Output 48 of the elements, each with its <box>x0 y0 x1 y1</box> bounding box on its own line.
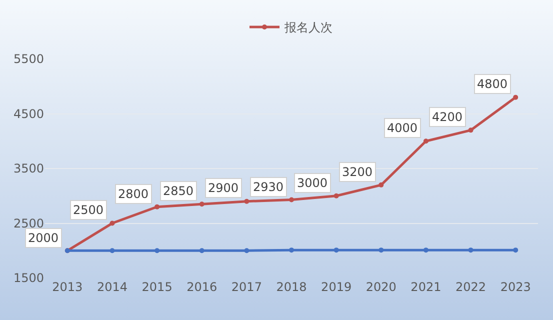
x-tick-label: 2016 <box>186 280 218 294</box>
point <box>154 248 160 254</box>
x-tick-label: 2018 <box>276 280 307 294</box>
legend-label: 报名人次 <box>284 20 332 35</box>
point <box>199 202 204 207</box>
point <box>244 198 250 204</box>
point <box>110 220 115 226</box>
data-label: 4800 <box>477 77 508 91</box>
x-tick-label: 2015 <box>142 280 172 294</box>
x-tick-label: 2013 <box>52 280 83 294</box>
data-label: 2930 <box>253 180 284 194</box>
data-label: 2000 <box>28 231 59 245</box>
y-tick-label: 3500 <box>13 162 44 176</box>
point <box>154 204 160 210</box>
point <box>244 248 250 254</box>
point <box>513 94 518 100</box>
point <box>289 197 294 202</box>
point <box>468 248 474 253</box>
point <box>468 128 474 133</box>
point <box>423 248 428 253</box>
point <box>199 248 204 254</box>
data-label: 3000 <box>297 176 328 190</box>
point <box>334 248 339 253</box>
x-tick-label: 2017 <box>231 280 262 294</box>
x-tick-label: 2021 <box>410 280 442 294</box>
data-label: 3200 <box>342 165 373 179</box>
y-tick-label: 2500 <box>13 216 44 230</box>
x-tick-label: 2014 <box>96 280 128 294</box>
x-tick-label: 2023 <box>500 280 531 294</box>
y-tick-label: 4500 <box>13 106 44 121</box>
data-label: 4200 <box>432 110 463 124</box>
point <box>289 248 294 253</box>
x-tick-label: 2019 <box>321 280 352 294</box>
y-tick-label: 1500 <box>13 271 44 286</box>
point <box>423 138 428 144</box>
data-label: 4000 <box>387 121 418 135</box>
x-tick-label: 2020 <box>366 280 396 294</box>
point <box>513 248 518 253</box>
x-tick-label: 2022 <box>455 280 486 294</box>
data-label: 2500 <box>73 203 104 217</box>
point <box>378 248 384 253</box>
point <box>378 182 384 188</box>
point <box>110 248 115 254</box>
data-label: 2800 <box>118 187 149 201</box>
data-label: 2850 <box>163 184 194 198</box>
point <box>334 193 339 198</box>
y-tick-label: 5500 <box>13 52 44 66</box>
data-label: 2900 <box>208 181 239 195</box>
